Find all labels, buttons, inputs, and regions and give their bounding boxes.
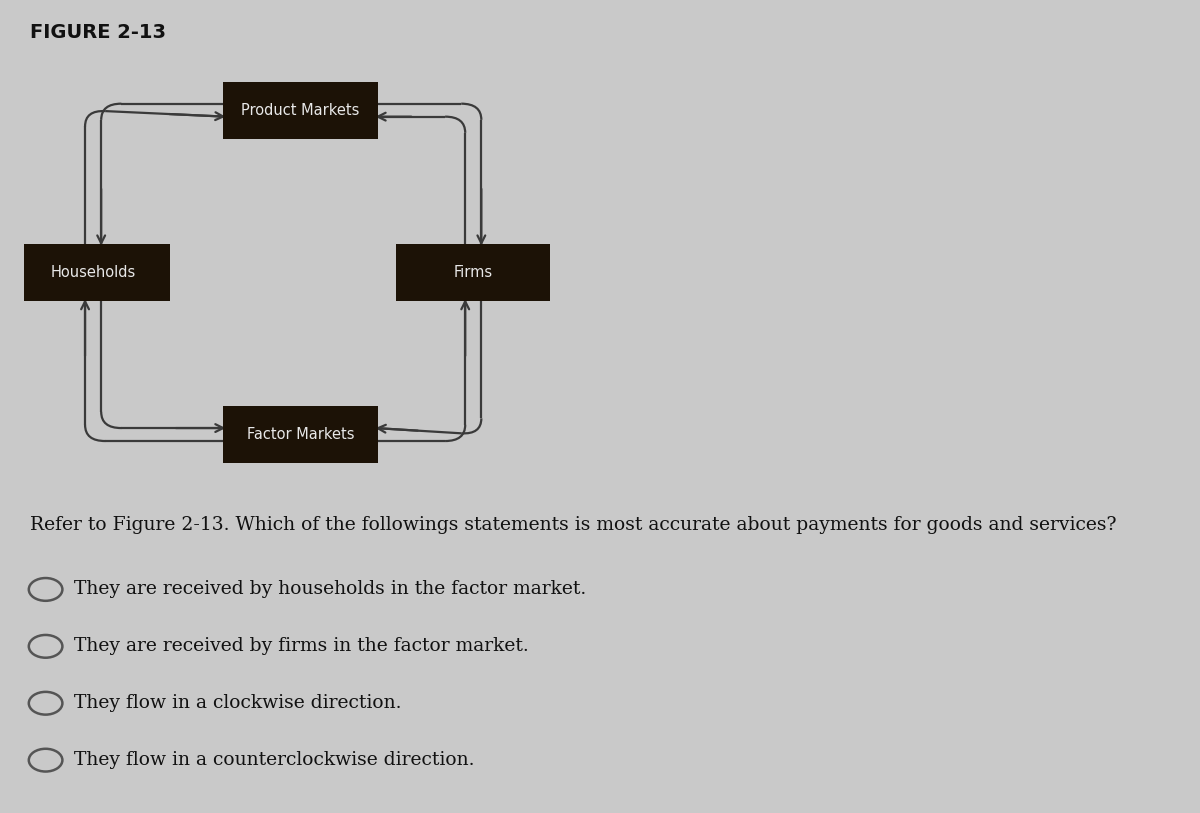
Text: Firms: Firms [454,265,493,280]
Text: They are received by firms in the factor market.: They are received by firms in the factor… [74,637,529,655]
Text: Product Markets: Product Markets [241,102,360,118]
Text: They are received by households in the factor market.: They are received by households in the f… [74,580,587,598]
Text: Households: Households [50,265,136,280]
Text: They flow in a clockwise direction.: They flow in a clockwise direction. [74,694,402,712]
FancyBboxPatch shape [223,406,378,463]
Text: Factor Markets: Factor Markets [247,427,354,442]
Text: Refer to Figure 2-13. Which of the followings statements is most accurate about : Refer to Figure 2-13. Which of the follo… [30,516,1116,534]
Text: They flow in a counterclockwise direction.: They flow in a counterclockwise directio… [74,751,475,769]
Text: FIGURE 2-13: FIGURE 2-13 [30,23,166,41]
FancyBboxPatch shape [223,81,378,139]
FancyBboxPatch shape [396,244,551,301]
FancyBboxPatch shape [16,244,170,301]
